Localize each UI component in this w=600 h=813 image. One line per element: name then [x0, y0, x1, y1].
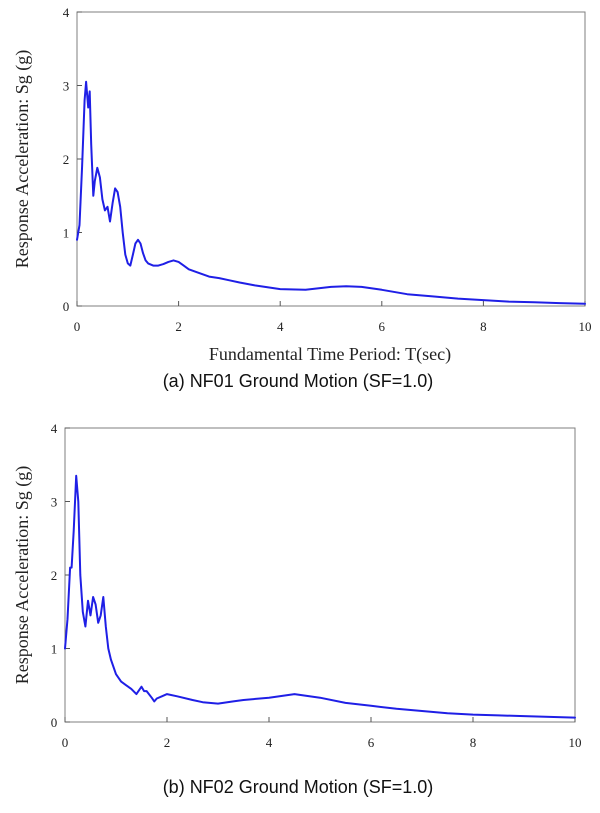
chart-b-x-tick-label: 0 [62, 735, 69, 750]
chart-a-y-axis-label: Response Acceleration: Sg (g) [12, 50, 33, 268]
chart-b-series-line [64, 474, 576, 719]
chart-b-y-axis: 0 1 2 3 4 [51, 421, 70, 730]
chart-a-x-tick-label: 0 [74, 319, 81, 334]
chart-a-plot-frame [76, 11, 586, 307]
chart-b-x-tick-label: 6 [368, 735, 375, 750]
chart-a-y-tick-label: 0 [63, 299, 70, 314]
chart-a-x-axis-label: Fundamental Time Period: T(sec) [209, 344, 451, 365]
chart-a-x-tick-label: 8 [480, 319, 487, 334]
chart-a-x-tick-label: 4 [277, 319, 284, 334]
chart-a-x-tick-label: 6 [379, 319, 386, 334]
chart-b-plot-frame [64, 427, 576, 723]
chart-b-x-tick-label: 2 [164, 735, 171, 750]
chart-a-x-tick-label: 2 [175, 319, 182, 334]
chart-a-y-tick-label: 2 [63, 152, 70, 167]
chart-a-x-axis: 0 2 4 6 8 10 [74, 301, 592, 334]
chart-b-caption: (b) NF02 Ground Motion (SF=1.0) [163, 777, 434, 797]
chart-a-x-tick-label: 10 [579, 319, 592, 334]
chart-b-series-group [64, 474, 576, 719]
chart-a-y-axis: 0 1 2 3 4 [63, 5, 82, 314]
chart-b-y-tick-label: 3 [51, 495, 58, 510]
chart-b-y-axis-label: Response Acceleration: Sg (g) [12, 466, 33, 684]
chart-b-y-tick-label: 1 [51, 642, 58, 657]
chart-b-y-tick-label: 2 [51, 568, 58, 583]
chart-b-x-axis: 0 2 4 6 8 10 [62, 717, 582, 750]
chart-b-y-tick-label: 0 [51, 715, 58, 730]
chart-b-y-tick-label: 4 [51, 421, 58, 436]
chart-b-x-tick-label: 4 [266, 735, 273, 750]
chart-a-y-tick-label: 4 [63, 5, 70, 20]
chart-a-y-tick-label: 1 [63, 226, 70, 241]
chart-a: 0 1 2 3 4 0 2 4 6 8 10 Fundamental Time Period: T… [12, 5, 592, 391]
chart-a-y-tick-label: 3 [63, 79, 70, 94]
chart-a-series-group [76, 80, 586, 305]
chart-b-x-tick-label: 8 [470, 735, 477, 750]
chart-b: 0 1 2 3 4 0 2 4 6 8 10 Response Acceleration: Sg … [12, 421, 582, 797]
chart-a-series-line [76, 80, 586, 305]
chart-a-caption: (a) NF01 Ground Motion (SF=1.0) [163, 371, 434, 391]
chart-b-x-tick-label: 10 [569, 735, 582, 750]
